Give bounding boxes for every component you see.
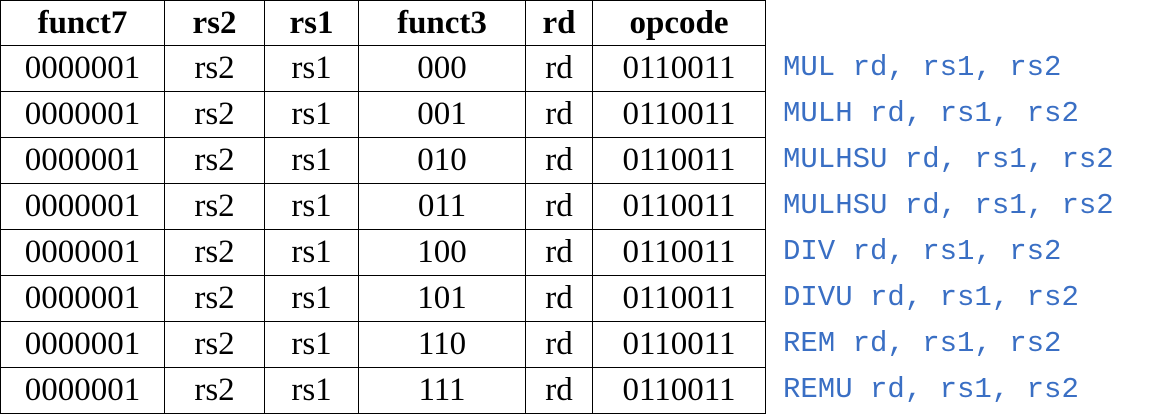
encoding-table: funct7 rs2 rs1 funct3 rd opcode 0000001 rs2 rs1… (0, 0, 766, 414)
table-cell: 0000001 (0, 229, 165, 276)
table-cell: 010 (358, 137, 526, 184)
header-row: funct7 rs2 rs1 funct3 rd opcode (0, 0, 766, 46)
instruction: DIV rd, rs1, rs2 (783, 235, 1062, 268)
table-cell: 001 (358, 91, 526, 138)
table-cell: 0110011 (592, 229, 766, 276)
table-cell: rd (525, 229, 593, 276)
instruction: MULHSU rd, rs1, rs2 (783, 189, 1114, 222)
table-cell: 0000001 (0, 45, 165, 92)
header-cell: rs2 (164, 0, 265, 46)
header-cell: funct7 (0, 0, 165, 46)
table-cell: 100 (358, 229, 526, 276)
table-cell: 0000001 (0, 183, 165, 230)
table-cell: rd (525, 137, 593, 184)
table-cell: 0110011 (592, 367, 766, 414)
table-cell: 0110011 (592, 183, 766, 230)
instruction: MULHSU rd, rs1, rs2 (783, 143, 1114, 176)
table-cell: rd (525, 45, 593, 92)
table-cell: 0110011 (592, 137, 766, 184)
table-cell: 110 (358, 321, 526, 368)
table-cell: rs1 (264, 229, 359, 276)
table-cell: rs2 (164, 229, 265, 276)
table-cell: 0110011 (592, 275, 766, 322)
table-cell: rs1 (264, 137, 359, 184)
table-cell: 111 (358, 367, 526, 414)
table-cell: 0110011 (592, 91, 766, 138)
table-cell: 0110011 (592, 321, 766, 368)
table-cell: rs2 (164, 45, 265, 92)
instruction: DIVU rd, rs1, rs2 (783, 281, 1079, 314)
table-cell: 101 (358, 275, 526, 322)
table-cell: rs1 (264, 367, 359, 414)
table-cell: rd (525, 321, 593, 368)
table-cell: 0000001 (0, 91, 165, 138)
table-cell: 0000001 (0, 321, 165, 368)
table-cell: rs1 (264, 321, 359, 368)
table-cell: 0110011 (592, 45, 766, 92)
table-cell: rs2 (164, 321, 265, 368)
table-cell: rs1 (264, 183, 359, 230)
table-cell: rs2 (164, 183, 265, 230)
table-cell: rd (525, 275, 593, 322)
table-cell: 000 (358, 45, 526, 92)
header-cell: rd (525, 0, 593, 46)
header-cell: rs1 (264, 0, 359, 46)
instruction: REMU rd, rs1, rs2 (783, 373, 1079, 406)
table-cell: rd (525, 183, 593, 230)
table-cell: rs2 (164, 275, 265, 322)
table-cell: rs1 (264, 275, 359, 322)
table-cell: rd (525, 91, 593, 138)
table-cell: rs1 (264, 91, 359, 138)
header-cell: funct3 (358, 0, 526, 46)
table-cell: rs2 (164, 137, 265, 184)
header-cell: opcode (592, 0, 766, 46)
table-cell: 011 (358, 183, 526, 230)
instruction: MUL rd, rs1, rs2 (783, 51, 1062, 84)
table-cell: 0000001 (0, 137, 165, 184)
instruction: REM rd, rs1, rs2 (783, 327, 1062, 360)
table-cell: 0000001 (0, 275, 165, 322)
table-cell: rd (525, 367, 593, 414)
table-cell: rs2 (164, 367, 265, 414)
table-cell: rs2 (164, 91, 265, 138)
instruction: MULH rd, rs1, rs2 (783, 97, 1079, 130)
table-cell: 0000001 (0, 367, 165, 414)
table-cell: rs1 (264, 45, 359, 92)
